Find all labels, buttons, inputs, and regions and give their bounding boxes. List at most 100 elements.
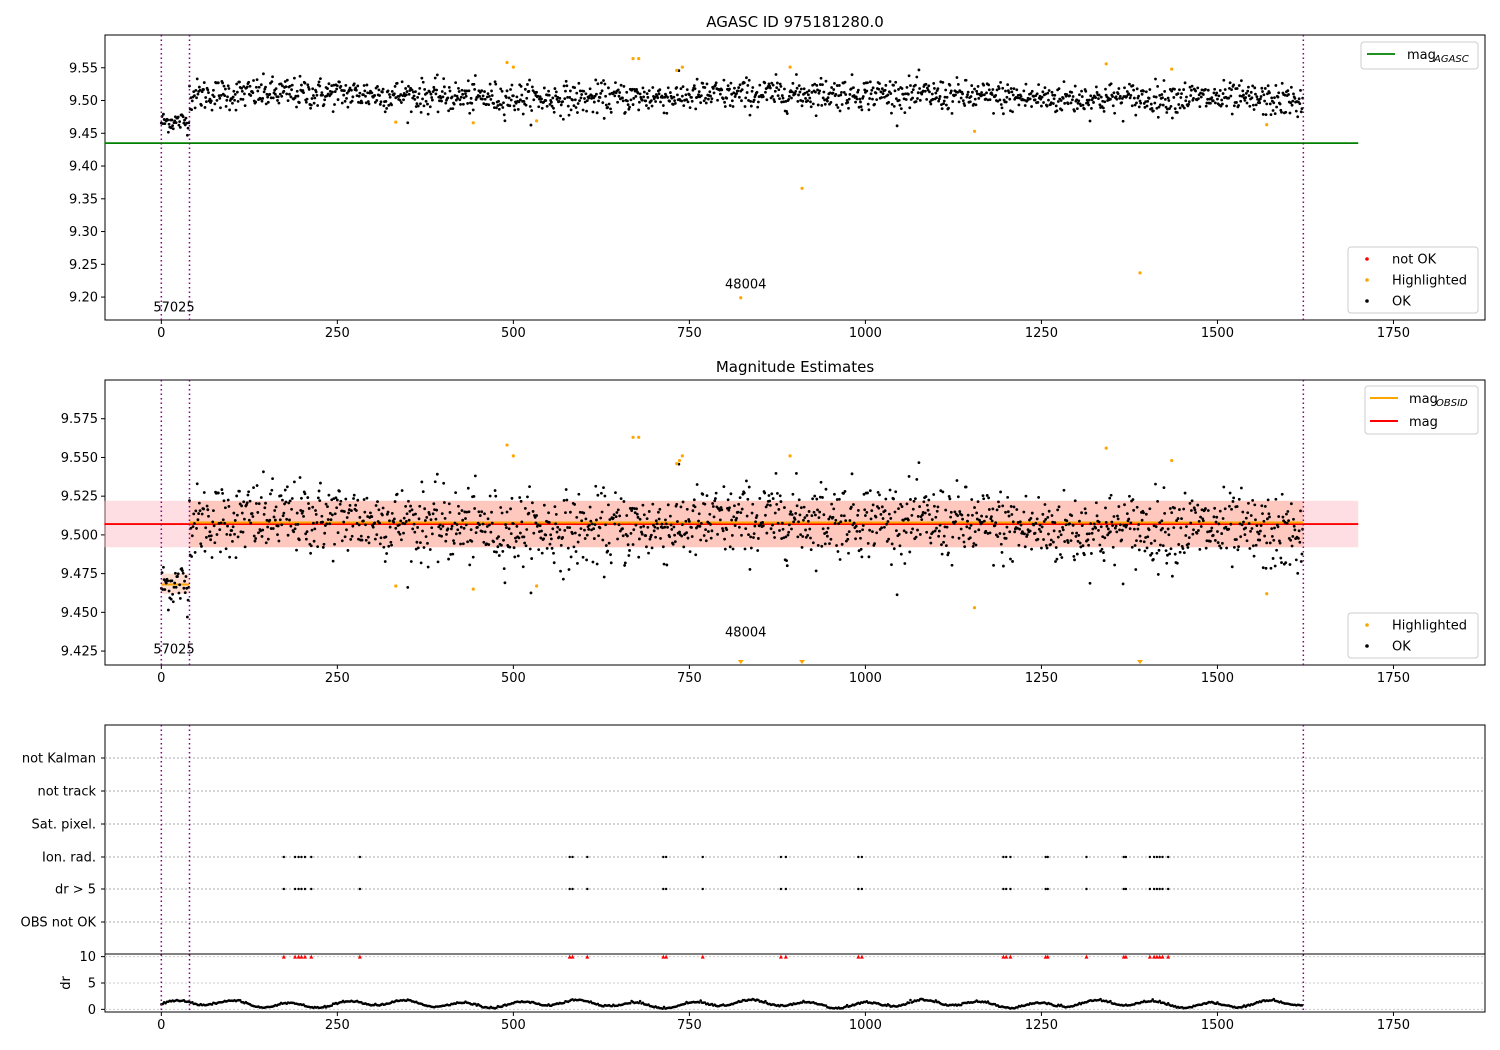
ok-point — [1036, 100, 1040, 104]
ok-point — [530, 557, 534, 560]
ok-point — [860, 555, 864, 559]
ok-point — [166, 118, 170, 122]
ok-point — [1235, 538, 1238, 541]
ok-point — [1252, 554, 1256, 558]
ok-point — [388, 93, 391, 96]
ok-point — [566, 95, 569, 99]
ok-point — [1190, 499, 1194, 503]
ok-point — [701, 81, 705, 85]
ok-point — [315, 93, 319, 97]
ok-point — [190, 108, 194, 112]
ok-point — [264, 85, 267, 89]
ok-point — [249, 94, 253, 97]
ok-point — [390, 103, 393, 107]
ok-point — [1079, 545, 1083, 549]
ok-point — [1161, 96, 1164, 100]
ok-point — [966, 90, 970, 94]
ok-point — [455, 94, 459, 98]
ok-point — [814, 114, 818, 118]
ok-point — [825, 99, 829, 103]
ok-point — [185, 615, 189, 619]
ok-point — [948, 83, 952, 87]
ok-point — [621, 534, 625, 538]
ok-point — [1103, 536, 1107, 540]
ok-point — [438, 523, 442, 527]
ok-point — [685, 507, 689, 511]
ok-point — [385, 512, 389, 516]
ok-point — [509, 88, 512, 91]
ok-point — [192, 90, 196, 94]
ok-point — [462, 96, 466, 100]
ok-point — [607, 102, 611, 106]
ok-point — [266, 525, 270, 529]
ok-point — [517, 536, 521, 540]
ok-point — [507, 96, 511, 100]
ok-point — [1168, 107, 1171, 110]
ok-point — [529, 591, 533, 595]
ok-point — [283, 488, 287, 492]
ok-point — [1230, 112, 1234, 116]
ok-point — [821, 83, 824, 87]
ok-point — [303, 492, 307, 496]
ok-point — [910, 514, 914, 517]
ok-point — [655, 522, 659, 526]
ok-point — [1228, 491, 1232, 495]
ok-point — [472, 82, 476, 86]
ok-point — [765, 531, 769, 535]
ok-point — [311, 505, 315, 509]
legend-label: mag — [1409, 415, 1438, 430]
flag-ion-rad-point — [860, 855, 864, 859]
ok-point — [1270, 96, 1274, 100]
ok-point — [631, 103, 635, 106]
ok-point — [1075, 107, 1079, 111]
ok-point — [1243, 533, 1247, 537]
ok-point — [1225, 104, 1229, 108]
ok-point — [1049, 542, 1052, 546]
ok-point — [998, 98, 1002, 102]
ok-point — [338, 80, 341, 84]
ok-point — [736, 510, 740, 514]
ok-point — [1252, 108, 1256, 111]
ok-point — [1200, 508, 1204, 512]
ok-point — [1049, 538, 1053, 542]
ok-point — [1235, 87, 1239, 90]
ok-point — [384, 99, 388, 103]
ok-point — [1118, 523, 1122, 527]
ok-point — [417, 92, 421, 96]
ok-point — [771, 94, 774, 98]
ok-point — [801, 535, 805, 538]
ok-point — [285, 92, 289, 96]
flag-ion-rad-point — [300, 855, 303, 859]
ok-point — [478, 523, 481, 527]
ok-point — [661, 104, 665, 107]
flag-ion-rad-point — [1044, 855, 1047, 859]
ok-point — [975, 89, 979, 93]
ok-point — [625, 514, 629, 517]
ok-point — [686, 100, 690, 104]
ok-point — [177, 591, 181, 595]
ok-point — [837, 94, 841, 98]
ok-point — [1030, 105, 1033, 108]
ok-point — [456, 528, 460, 532]
ok-point — [823, 98, 826, 102]
ok-point — [797, 84, 801, 88]
ok-point — [1220, 532, 1224, 535]
ok-point — [1173, 552, 1177, 556]
ok-point — [818, 83, 822, 86]
ok-point — [342, 520, 346, 524]
ok-point — [311, 87, 315, 91]
ok-point — [1236, 548, 1240, 552]
ok-point — [1158, 93, 1162, 97]
ok-point — [809, 548, 813, 552]
ok-point — [1111, 95, 1114, 98]
ok-point — [1249, 90, 1253, 94]
ok-point — [242, 500, 246, 504]
ok-point — [180, 567, 184, 570]
ok-point — [1088, 581, 1092, 585]
ok-point — [203, 106, 207, 109]
ok-point — [711, 502, 715, 505]
highlighted-point — [1170, 67, 1174, 71]
ok-point — [784, 99, 788, 103]
ok-point — [575, 515, 579, 519]
